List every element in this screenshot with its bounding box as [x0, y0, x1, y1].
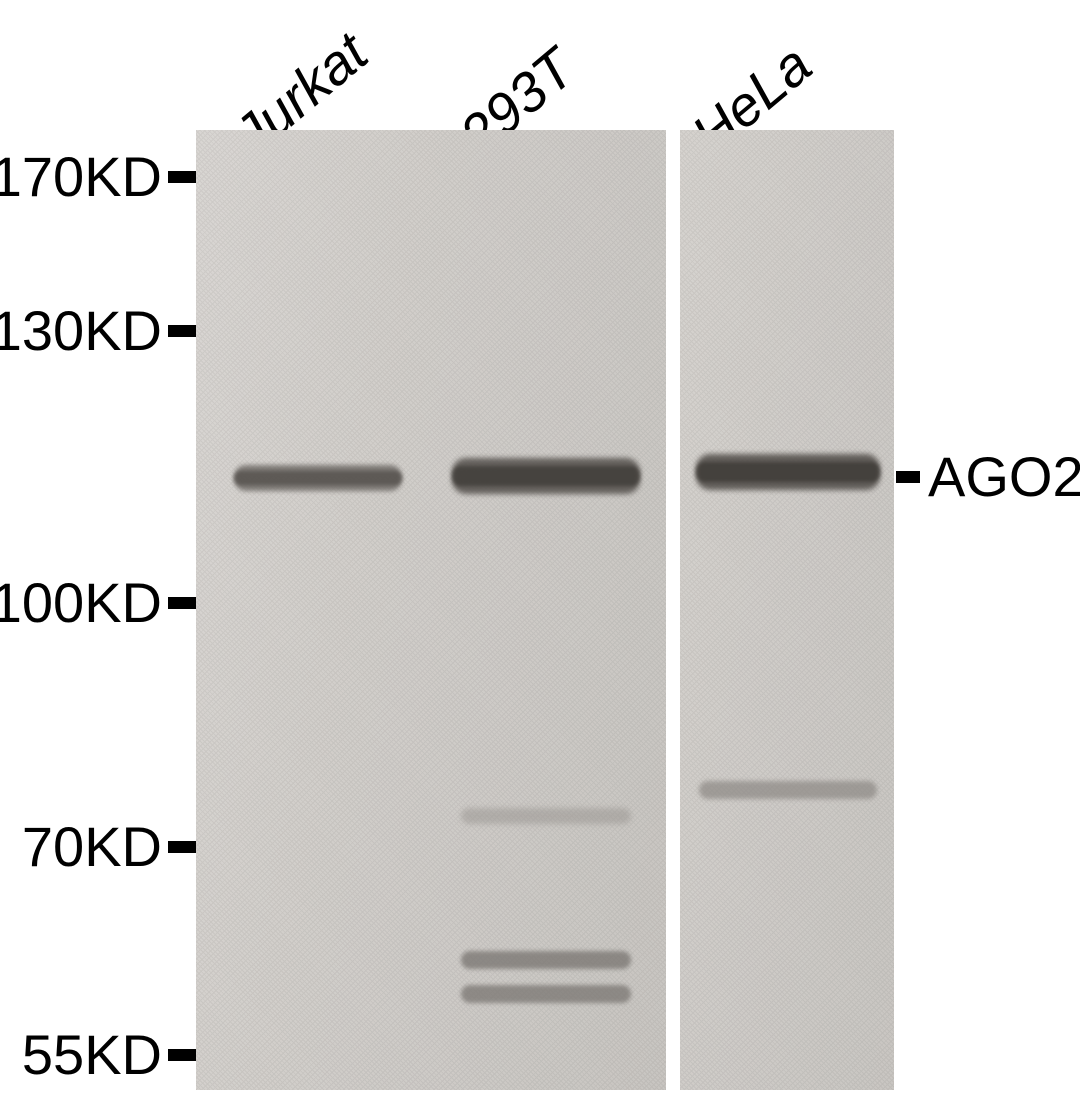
- mw-marker-label: 130KD: [0, 298, 162, 363]
- mw-marker-tick: [168, 1049, 196, 1061]
- mw-marker-label: 70KD: [22, 814, 162, 879]
- target-label-tick: [896, 471, 920, 483]
- mw-marker-55kd: 55KD: [22, 1022, 196, 1087]
- target-label: AGO2: [896, 444, 1080, 509]
- mw-marker-tick: [168, 171, 196, 183]
- mw-marker-label: 55KD: [22, 1022, 162, 1087]
- blot-panel2: [680, 130, 894, 1090]
- band: [461, 951, 631, 969]
- mw-marker-70kd: 70KD: [22, 814, 196, 879]
- blot-noise: [196, 130, 666, 1090]
- band: [461, 985, 631, 1003]
- band: [461, 808, 631, 824]
- band: [234, 471, 402, 485]
- band: [452, 466, 640, 486]
- mw-marker-100kd: 100KD: [0, 570, 196, 635]
- mw-marker-170kd: 170KD: [0, 144, 196, 209]
- mw-marker-130kd: 130KD: [0, 298, 196, 363]
- blot-noise: [680, 130, 894, 1090]
- band: [699, 781, 877, 799]
- blot-panel1: [196, 130, 666, 1090]
- band: [696, 462, 880, 482]
- mw-marker-tick: [168, 841, 196, 853]
- target-label-text: AGO2: [928, 444, 1080, 509]
- mw-marker-label: 170KD: [0, 144, 162, 209]
- mw-marker-label: 100KD: [0, 570, 162, 635]
- mw-marker-tick: [168, 597, 196, 609]
- mw-marker-tick: [168, 325, 196, 337]
- western-blot-figure: 170KD130KD100KD70KD55KDJurkat293THeLaAGO…: [0, 0, 1080, 1118]
